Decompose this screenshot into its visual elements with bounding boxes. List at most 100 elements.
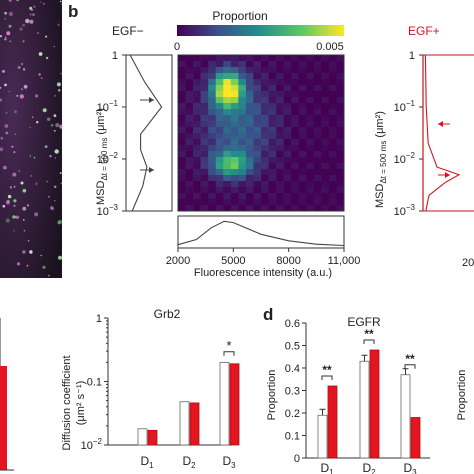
- heatmap-cell: [230, 139, 239, 146]
- speckle: [59, 0, 62, 3]
- heatmap-cell: [313, 199, 322, 206]
- heatmap-cell: [321, 193, 330, 200]
- heatmap-cell: [223, 145, 232, 152]
- heatmap-cell: [238, 103, 247, 110]
- heatmap-cell: [193, 187, 201, 194]
- heatmap-cell: [208, 193, 217, 200]
- heatmap-cell: [306, 163, 315, 170]
- heatmap-cell: [230, 97, 239, 104]
- heatmap-cell: [291, 127, 300, 134]
- heatmap-cell: [238, 67, 247, 74]
- heatmap-cell: [253, 187, 262, 194]
- heatmap-cell: [185, 109, 194, 116]
- heatmap-cell: [208, 79, 217, 86]
- heatmap-cell: [291, 169, 300, 176]
- fluor-tick-label: 5000: [221, 255, 245, 267]
- heatmap-cell: [245, 97, 254, 104]
- heatmap-cell: [336, 73, 345, 80]
- heatmap-cell: [245, 169, 254, 176]
- grb2-category-label: D1: [140, 454, 154, 470]
- heatmap-cell: [276, 97, 284, 104]
- heatmap-cell: [283, 163, 292, 170]
- heatmap-cell: [291, 205, 300, 212]
- heatmap-cell: [336, 61, 345, 68]
- grb2-bar: [147, 429, 158, 446]
- egfr-bar: [327, 385, 338, 459]
- heatmap-cell: [223, 109, 232, 116]
- heatmap-cell: [245, 163, 254, 170]
- heatmap-cell: [306, 145, 315, 152]
- heatmap-cell: [253, 67, 262, 74]
- heatmap-cell: [253, 145, 262, 152]
- speckle: [29, 250, 33, 254]
- heatmap-cell: [276, 85, 284, 92]
- heatmap-cell: [328, 205, 337, 212]
- heatmap-cell: [230, 205, 239, 212]
- heatmap-cell: [283, 61, 292, 68]
- heatmap-cell: [253, 97, 262, 104]
- heatmap-cell: [178, 61, 186, 68]
- msd-axis-egf-plus: 10−3 10−2 10−1 1: [394, 50, 423, 218]
- heatmap-cell: [298, 115, 307, 122]
- heatmap-cell: [306, 139, 315, 146]
- heatmap-cell: [245, 85, 254, 92]
- heatmap-cell: [230, 193, 239, 200]
- heatmap-cell: [328, 133, 337, 140]
- heatmap-cell: [268, 199, 277, 206]
- heatmap-cell: [291, 163, 300, 170]
- heatmap-cell: [200, 133, 209, 140]
- heatmap-cell: [208, 109, 217, 116]
- heatmap-cell: [215, 127, 224, 134]
- heatmap-cell: [223, 97, 232, 104]
- heatmap-cell: [298, 187, 307, 194]
- egfr-sig-bracket: [404, 364, 416, 369]
- speckle: [9, 40, 12, 43]
- speckle: [53, 114, 57, 117]
- heatmap-cell: [283, 115, 292, 122]
- heatmap-cell: [321, 91, 330, 98]
- heatmap-cell: [328, 187, 337, 194]
- heatmap-cell: [336, 199, 345, 206]
- heatmap-cell: [306, 205, 315, 212]
- heatmap-cell: [261, 127, 269, 134]
- heatmap-cell: [313, 85, 322, 92]
- heatmap-cell: [261, 169, 269, 176]
- grb2-category-label: D2: [182, 454, 196, 470]
- heatmap-cell: [306, 121, 315, 128]
- grb2-tick-label: 10−2: [81, 437, 103, 452]
- heatmap-cell: [291, 97, 300, 104]
- heatmap-cell: [230, 115, 239, 122]
- speckle: [57, 89, 61, 92]
- heatmap-cell: [253, 169, 262, 176]
- heatmap-cell: [245, 157, 254, 164]
- heatmap-cell: [283, 139, 292, 146]
- heatmap-cell: [261, 73, 269, 80]
- heatmap-cell: [238, 157, 247, 164]
- grb2-sig-bracket: [223, 351, 235, 356]
- heatmap-cell: [328, 193, 337, 200]
- x-marginal-box: [177, 215, 345, 249]
- speckle: [33, 5, 36, 8]
- heatmap-cell: [185, 139, 194, 146]
- heatmap-cell: [193, 97, 201, 104]
- heatmap-cell: [321, 61, 330, 68]
- heatmap-cell: [261, 97, 269, 104]
- heatmap-cell: [200, 139, 209, 146]
- heatmap-frame: [177, 54, 345, 212]
- heatmap-cell: [313, 163, 322, 170]
- heatmap-cell: [178, 151, 186, 158]
- heatmap-cell: [328, 175, 337, 182]
- heatmap-cell: [215, 151, 224, 158]
- heatmap-cell: [230, 181, 239, 188]
- heatmap-cell: [215, 157, 224, 164]
- heatmap-cell: [178, 91, 186, 98]
- heatmap-cell: [193, 103, 201, 110]
- heatmap-cell: [291, 151, 300, 158]
- heatmap-cell: [313, 205, 322, 212]
- heatmap-cell: [261, 163, 269, 170]
- heatmap-cell: [200, 145, 209, 152]
- heatmap-cell: [328, 157, 337, 164]
- speckle: [46, 180, 48, 183]
- condition-egf-plus: EGF+: [408, 24, 440, 38]
- heatmap-cell: [223, 91, 232, 98]
